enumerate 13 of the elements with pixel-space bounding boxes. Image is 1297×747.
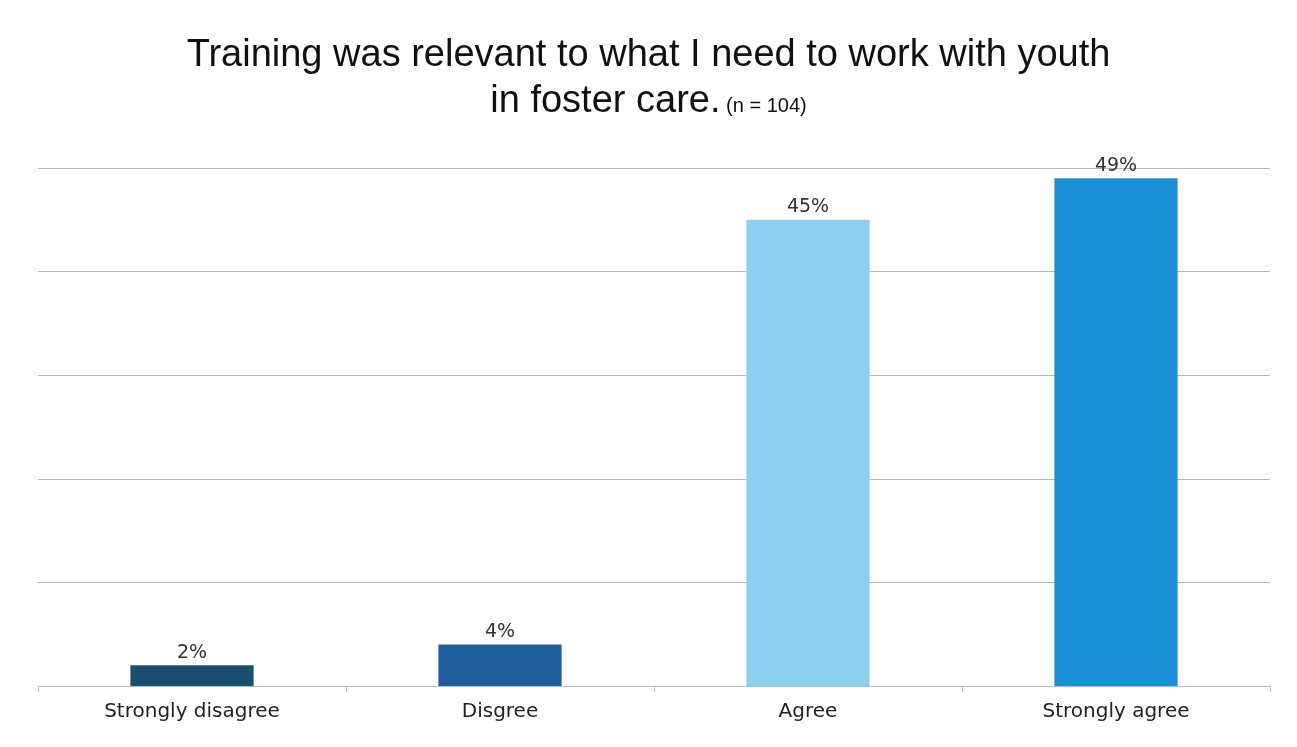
chart-subtitle: (n = 104) — [725, 94, 807, 116]
bar — [130, 665, 254, 686]
data-label: 2% — [176, 639, 208, 662]
bar — [438, 644, 562, 686]
x-tick-label: Strongly agree — [1042, 698, 1190, 722]
x-tick-label: Agree — [778, 698, 838, 722]
bar — [1054, 178, 1178, 686]
data-label: 4% — [484, 619, 516, 642]
data-label: 45% — [786, 194, 830, 217]
data-label: 49% — [1094, 152, 1138, 175]
x-tick-label: Strongly disagree — [104, 698, 280, 722]
bar — [746, 219, 870, 686]
x-tick-label: Disgree — [461, 698, 539, 722]
